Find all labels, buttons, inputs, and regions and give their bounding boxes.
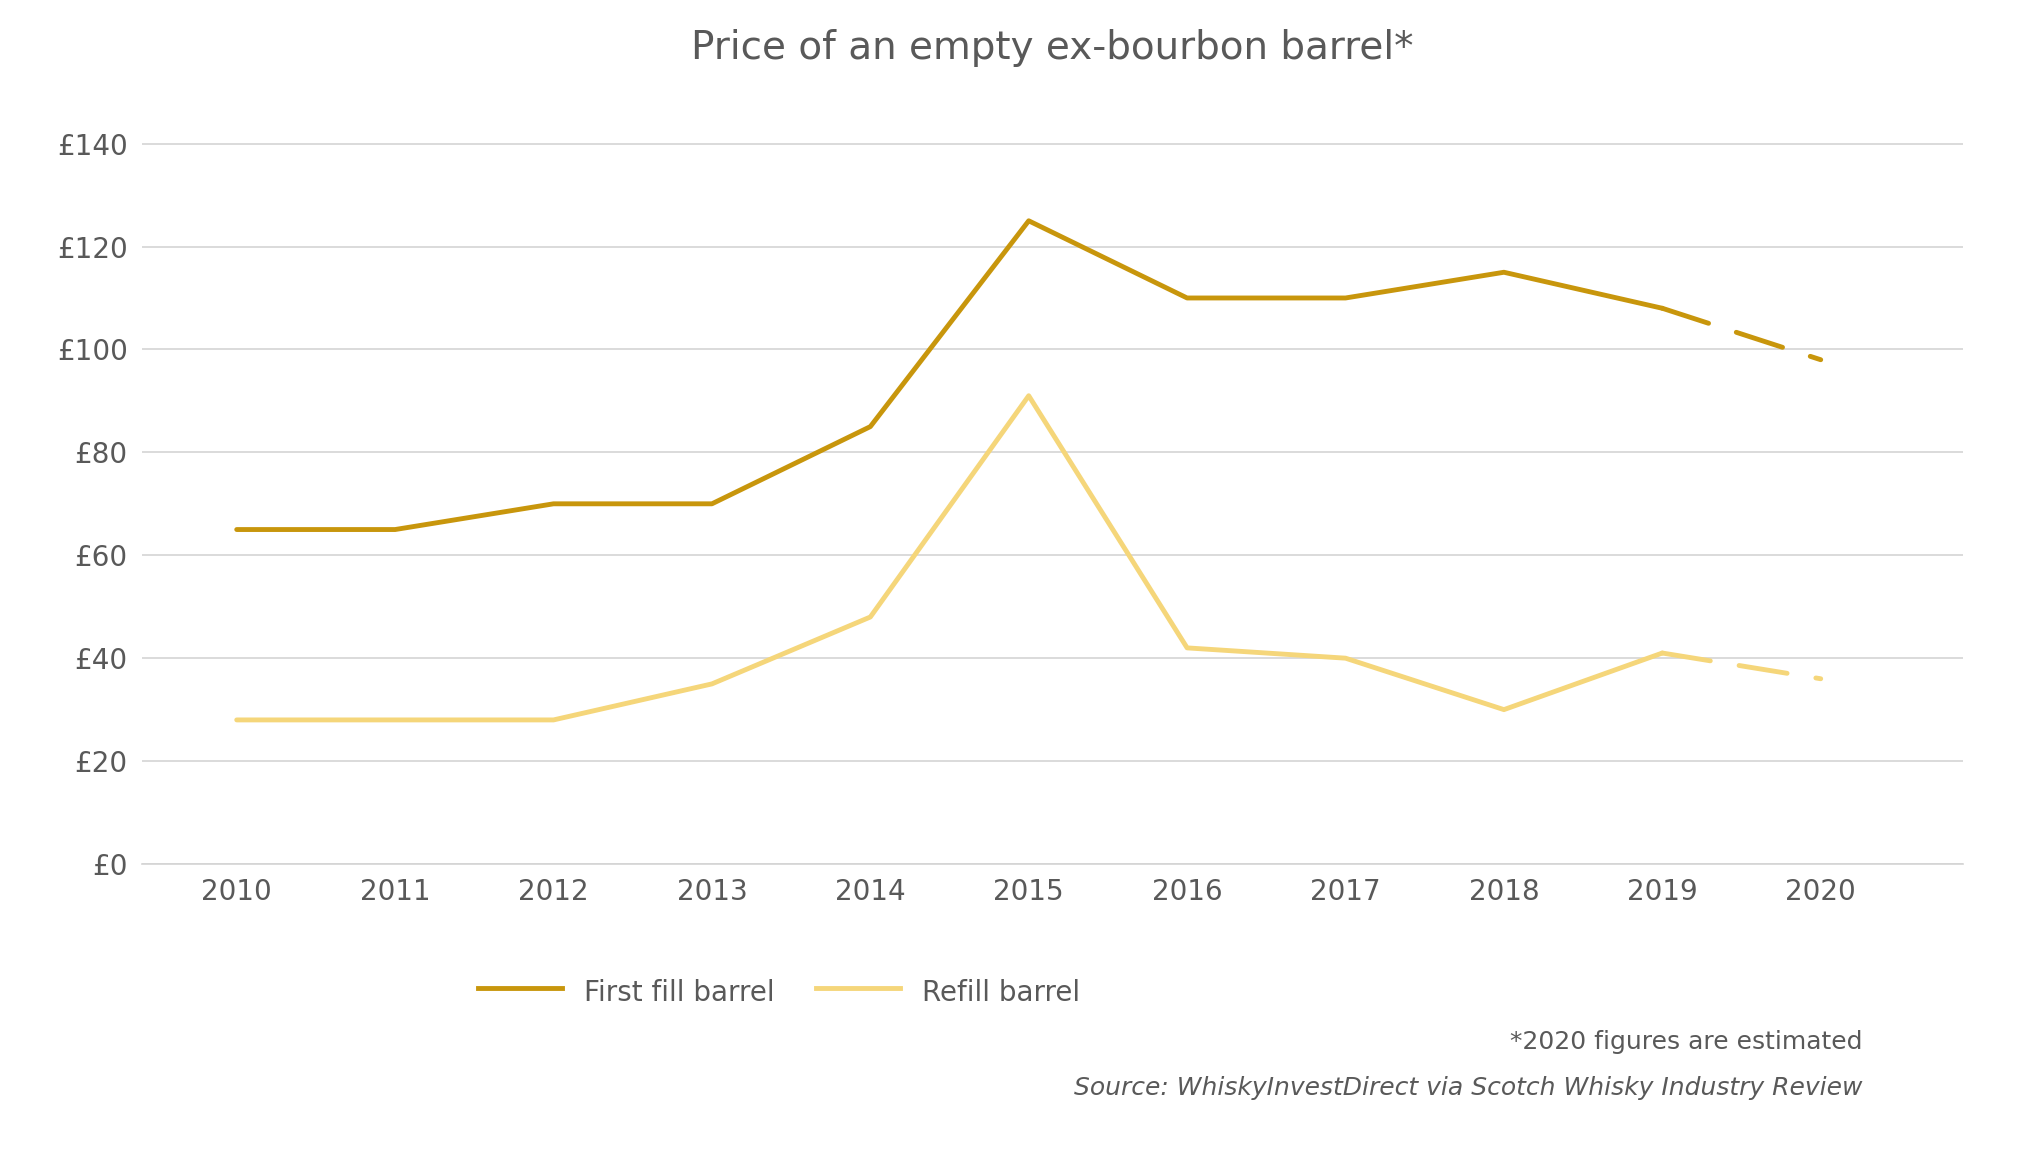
Text: Source: WhiskyInvestDirect via Scotch Whisky Industry Review: Source: WhiskyInvestDirect via Scotch Wh… (1072, 1076, 1861, 1100)
Title: Price of an empty ex-bourbon barrel*: Price of an empty ex-bourbon barrel* (692, 29, 1412, 67)
Text: *2020 figures are estimated: *2020 figures are estimated (1509, 1030, 1861, 1054)
Legend: First fill barrel, Refill barrel: First fill barrel, Refill barrel (467, 964, 1090, 1020)
